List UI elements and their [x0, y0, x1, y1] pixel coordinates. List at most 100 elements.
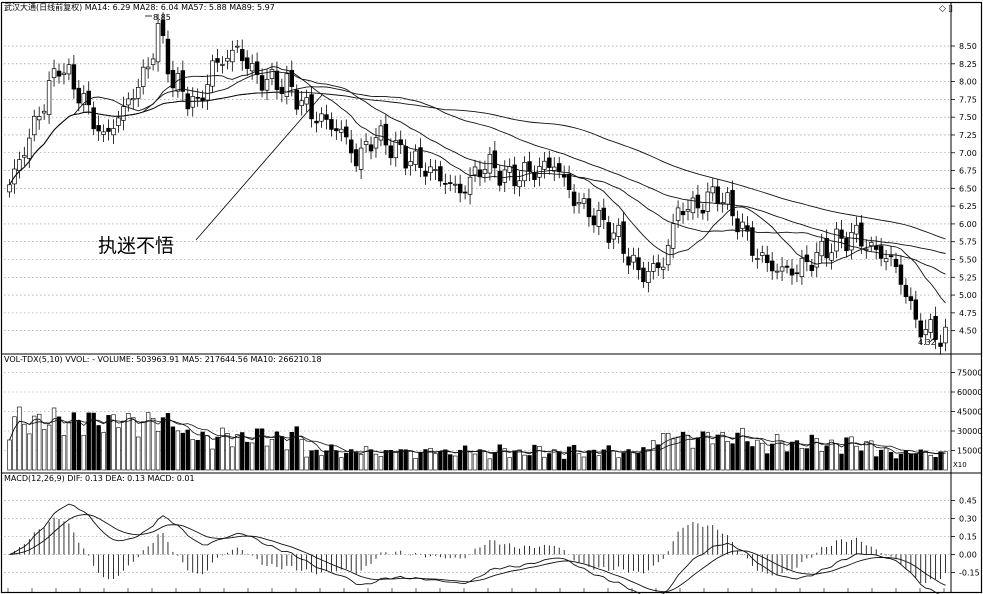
candle-body [111, 128, 116, 136]
volume-bar [240, 432, 245, 471]
volume-bar [670, 438, 676, 471]
candle-body [715, 186, 720, 204]
volume-bar [393, 451, 398, 471]
candle-body [918, 320, 923, 338]
volume-bar [680, 431, 686, 471]
candle-body [839, 229, 844, 239]
volume-bar [854, 445, 859, 471]
candle-body [898, 264, 904, 285]
volume-bar [928, 454, 933, 471]
candle-body [46, 80, 52, 115]
price-tick-label: 5.50 [959, 255, 977, 264]
candle-body [215, 58, 220, 63]
volume-bar [155, 430, 161, 471]
candle-body [502, 169, 507, 183]
volume-tick-label: 45000 [957, 408, 982, 417]
candle-body [482, 169, 488, 174]
macd-tick-label: 0.30 [959, 515, 977, 524]
volume-bar [586, 450, 592, 471]
volume-bar [908, 453, 914, 471]
volume-bar [893, 458, 899, 471]
candle-body [71, 64, 77, 90]
macd-tick-label: -0.15 [959, 568, 980, 577]
candle-body [32, 115, 37, 136]
candle-body [56, 70, 62, 77]
candle-body [517, 180, 522, 188]
candle-body [497, 170, 503, 186]
ma-line [9, 91, 946, 240]
volume-bar [566, 446, 572, 471]
volume-bar [888, 452, 894, 471]
volume-bar [304, 456, 309, 471]
volume-bar [869, 440, 874, 471]
volume-bar [106, 415, 111, 471]
price-tick-label: 8.50 [959, 42, 977, 51]
volume-bar [363, 446, 369, 471]
volume-bar [898, 453, 904, 471]
volume-bar [200, 431, 205, 471]
volume-bar [621, 452, 626, 471]
volume-bar [344, 452, 349, 471]
volume-bar [913, 453, 918, 471]
volume-bar [27, 433, 32, 471]
candle-body [220, 64, 225, 66]
candle-body [329, 119, 334, 130]
candle-body [581, 198, 587, 204]
candle-body [685, 209, 691, 212]
candle-body [873, 245, 879, 250]
candle-body [760, 252, 765, 256]
candle-body [339, 128, 344, 133]
volume-bar [141, 421, 146, 471]
settings-icon[interactable]: ◇ [939, 4, 946, 14]
candle-body [750, 227, 755, 256]
price-tick-label: 5.25 [959, 273, 977, 282]
volume-bar [413, 457, 418, 471]
volume-bar [358, 454, 364, 471]
volume-bar [462, 445, 468, 471]
volume-bar [428, 447, 433, 471]
candle-body [116, 117, 121, 126]
volume-bar [918, 449, 923, 471]
candle-body [205, 84, 210, 101]
volume-bar [492, 452, 498, 471]
volume-bar [51, 407, 57, 471]
volume-bar [784, 451, 790, 471]
volume-bar [794, 440, 800, 471]
volume-bar [527, 455, 532, 471]
candle-body [660, 266, 666, 270]
price-annotation: 执迷不悟 [98, 235, 174, 257]
volume-bar [145, 412, 151, 471]
candle-body [834, 228, 839, 252]
panel-toggle-icon[interactable]: ▯ [948, 4, 953, 14]
volume-bar [878, 449, 884, 471]
price-tick-label: 6.50 [959, 184, 977, 193]
volume-bar [121, 420, 126, 471]
volume-bar [665, 432, 671, 471]
candle-body [556, 163, 562, 173]
candle-body [794, 272, 800, 275]
candle-body [363, 141, 369, 145]
candle-body [467, 176, 473, 195]
volume-bar [443, 449, 448, 471]
volume-bar [725, 441, 730, 471]
candle-body [814, 252, 819, 268]
volume-bar [56, 416, 62, 471]
candle-body [656, 262, 661, 269]
candle-body [314, 120, 319, 124]
candle-body [601, 207, 607, 220]
volume-bar [547, 453, 552, 471]
candle-body [319, 113, 324, 122]
volume-bar [750, 446, 755, 471]
candle-body [180, 70, 186, 92]
volume-bar [695, 437, 701, 471]
candle-body [869, 242, 874, 247]
volume-bar [715, 434, 720, 471]
candle-body [259, 75, 265, 91]
volume-bar [849, 436, 854, 471]
volume-bar [774, 434, 780, 471]
volume-bar [626, 449, 631, 471]
volume-bar [314, 449, 319, 471]
volume-bar [225, 432, 230, 471]
volume-bar [329, 444, 334, 471]
candle-body [200, 97, 205, 102]
